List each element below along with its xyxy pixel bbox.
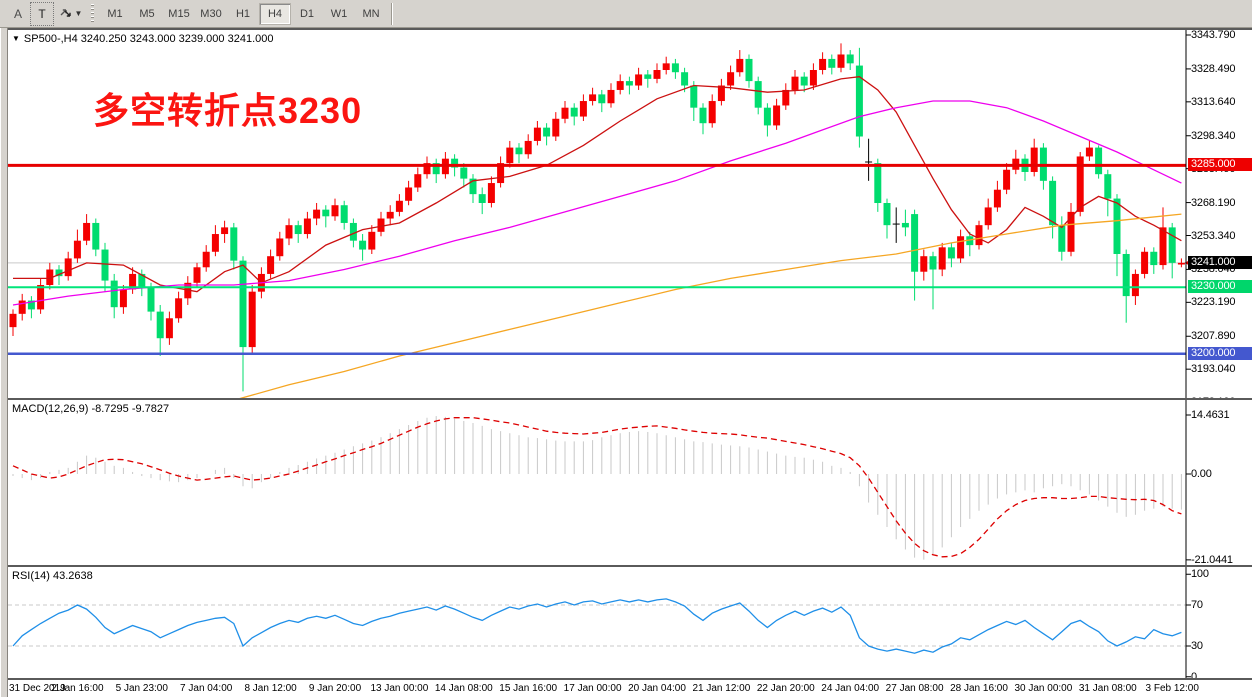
- time-tick-label: 28 Jan 16:00: [950, 683, 1008, 694]
- time-tick-label: 30 Jan 00:00: [1014, 683, 1073, 694]
- time-tick-label: 24 Jan 04:00: [821, 683, 880, 694]
- time-tick-label: 27 Jan 08:00: [885, 683, 944, 694]
- macd-panel[interactable]: MACD(12,26,9) -8.7295 -9.7827 14.4631 0.0…: [8, 398, 1252, 566]
- timeframe-group: M1 M5 M15 M30 H1 H4 D1 W1 MN: [99, 2, 387, 25]
- timeframe-button-m15[interactable]: M15: [168, 7, 190, 20]
- ma-slow-orange: [233, 213, 1182, 401]
- time-tick-label: 22 Jan 20:00: [756, 683, 815, 694]
- time-tick-label: 20 Jan 04:00: [628, 683, 686, 694]
- price-tick-label: 3207.890: [1191, 330, 1236, 343]
- time-tick-label: 5 Jan 23:00: [115, 683, 168, 694]
- time-tick-label: 2 Jan 16:00: [51, 683, 104, 694]
- window-left-border: [0, 28, 8, 697]
- timeframe-button-d1[interactable]: D1: [299, 7, 315, 20]
- price-tick-label: 3343.790: [1191, 29, 1236, 41]
- price-badge: 3200.000: [1188, 346, 1252, 360]
- toolbar: A T ▼ M1 M5 M15 M30 H1 H4 D1 W1 MN: [0, 0, 1252, 28]
- rsi-chart-svg: [8, 567, 1191, 678]
- price-tick-label: 3193.040: [1191, 363, 1236, 376]
- price-tick-label: 3298.340: [1191, 129, 1236, 142]
- timeframe-button-m5[interactable]: M5: [139, 7, 155, 20]
- text-cursor-button[interactable]: A: [13, 6, 22, 21]
- time-tick-label: 3 Feb 12:00: [1145, 683, 1199, 694]
- macd-header: MACD(12,26,9) -8.7295 -9.7827: [12, 403, 170, 415]
- time-tick-label: 31 Jan 08:00: [1078, 683, 1137, 694]
- price-tick-label: 3253.340: [1191, 229, 1236, 242]
- rsi-tick-label: 30: [1191, 640, 1203, 652]
- time-tick-label: 7 Jan 04:00: [180, 683, 233, 694]
- rsi-panel[interactable]: RSI(14) 43.2638 100 70 30 0: [8, 565, 1252, 683]
- macd-chart-svg: [12, 400, 1191, 565]
- candlestick-series: [9, 43, 1185, 392]
- rsi-header: RSI(14) 43.2638: [12, 570, 93, 582]
- price-panel[interactable]: ▼ SP500-,H4 3240.250 3243.000 3239.000 32…: [8, 28, 1252, 408]
- symbol-ohlc-header: ▼ SP500-,H4 3240.250 3243.000 3239.000 32…: [12, 33, 274, 45]
- ma-mid-magenta: [12, 100, 1182, 306]
- time-tick-label: 14 Jan 08:00: [434, 683, 493, 694]
- timeframe-button-h4[interactable]: H4: [259, 2, 291, 25]
- toolbar-separator: [391, 2, 393, 25]
- timeframe-button-mn[interactable]: MN: [362, 7, 380, 20]
- price-badge: 3285.000: [1188, 158, 1252, 172]
- chart-annotation-text[interactable]: 多空转折点3230: [93, 90, 363, 131]
- price-badge: 3241.000: [1188, 255, 1252, 269]
- macd-histogram: [12, 416, 1182, 560]
- arrows-tool-button[interactable]: ▼: [54, 2, 86, 26]
- text-tool-button[interactable]: T: [30, 1, 54, 26]
- rsi-line: [12, 598, 1182, 654]
- time-tick-label: 9 Jan 20:00: [308, 683, 362, 694]
- time-tick-label: 21 Jan 12:00: [692, 683, 751, 694]
- timeframe-button-m30[interactable]: M30: [200, 7, 222, 20]
- timeframe-button-h1[interactable]: H1: [235, 7, 251, 20]
- price-tick-label: 3223.190: [1191, 296, 1236, 309]
- chevron-down-icon: ▼: [74, 9, 83, 18]
- symbol-dropdown-icon[interactable]: ▼: [12, 34, 20, 43]
- time-tick-label: 31 Dec 2019: [9, 683, 66, 694]
- moving-averages: [12, 76, 1182, 401]
- rsi-tick-label: 100: [1191, 568, 1209, 581]
- price-chart-svg: [8, 30, 1198, 403]
- macd-tick-label: -21.0441: [1191, 553, 1233, 566]
- level-lines-above: [8, 163, 1186, 355]
- ma-fast-red: [13, 76, 1182, 293]
- timeframe-button-m1[interactable]: M1: [107, 7, 123, 20]
- price-tick-label: 3328.490: [1191, 62, 1236, 75]
- time-tick-label: 17 Jan 00:00: [563, 683, 622, 694]
- rsi-tick-label: 70: [1191, 599, 1203, 611]
- macd-tick-label: 14.4631: [1191, 408, 1230, 421]
- chart-workspace: ▼ SP500-,H4 3240.250 3243.000 3239.000 32…: [0, 28, 1252, 697]
- time-tick-label: 13 Jan 00:00: [370, 683, 429, 694]
- macd-signal-line: [12, 417, 1182, 558]
- macd-tick-label: 0.00: [1191, 468, 1212, 480]
- timeframe-button-w1[interactable]: W1: [330, 7, 348, 20]
- time-tick-label: 8 Jan 12:00: [244, 683, 297, 694]
- rsi-tick-label: 0: [1191, 670, 1197, 683]
- price-tick-label: 3313.640: [1191, 95, 1236, 108]
- price-tick-label: 3268.190: [1191, 196, 1236, 209]
- price-badge: 3230.000: [1188, 280, 1252, 294]
- toolbar-grip[interactable]: [89, 3, 96, 24]
- time-tick-label: 15 Jan 16:00: [499, 683, 558, 694]
- time-axis[interactable]: 31 Dec 2019 2 Jan 16:00 5 Jan 23:00 7 Jan 0…: [8, 678, 1252, 697]
- arrows-icon: [58, 5, 73, 23]
